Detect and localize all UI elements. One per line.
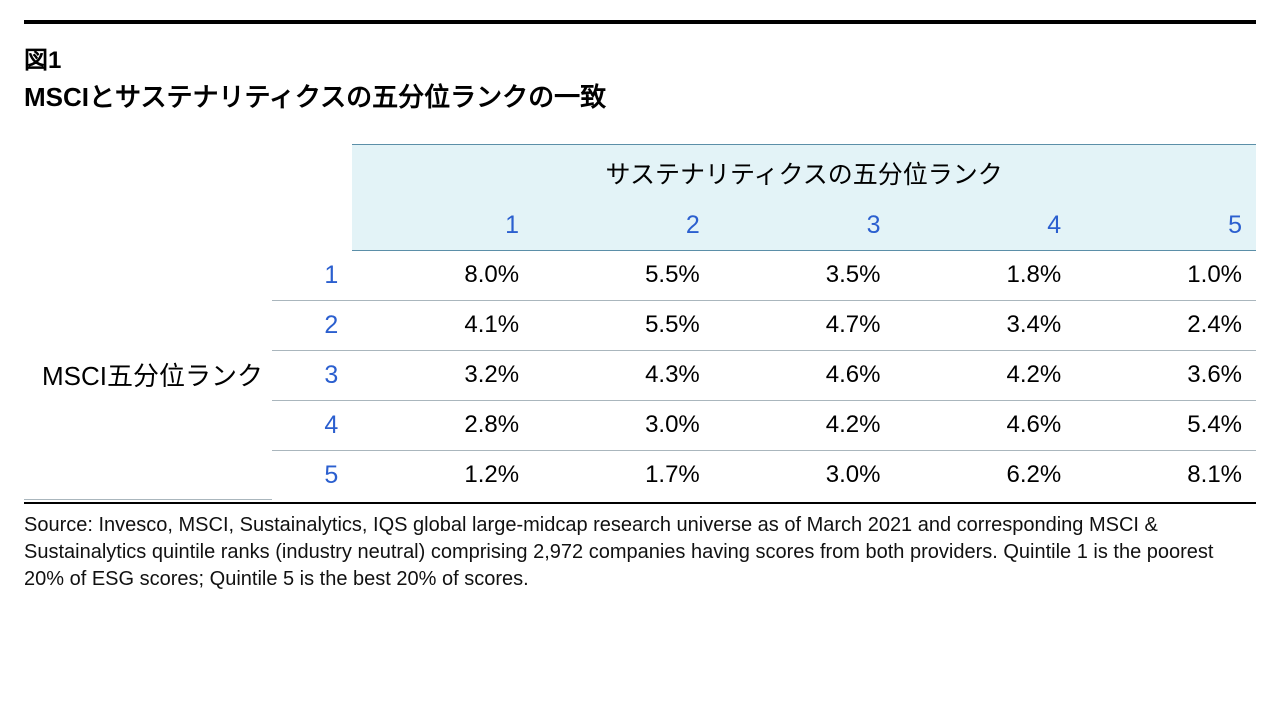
cell-3-4: 4.2% [894,350,1075,400]
cell-2-2: 5.5% [533,300,714,350]
cell-3-1: 3.2% [352,350,533,400]
top-rule [24,20,1256,24]
cell-1-1: 8.0% [352,251,533,301]
cell-4-3: 4.2% [714,400,895,450]
row-group-header: MSCI五分位ランク [24,251,272,500]
cell-5-2: 1.7% [533,450,714,500]
cell-5-4: 6.2% [894,450,1075,500]
figure-label: 図1 [24,40,1256,75]
cell-5-3: 3.0% [714,450,895,500]
col-header-3: 3 [714,201,895,251]
col-group-header: サステナリティクスの五分位ランク [352,145,1256,202]
cell-5-1: 1.2% [352,450,533,500]
row-header-4: 4 [272,400,352,450]
cell-1-2: 5.5% [533,251,714,301]
col-header-2: 2 [533,201,714,251]
figure-title: MSCIとサステナリティクスの五分位ランクの一致 [24,77,1256,114]
cell-1-4: 1.8% [894,251,1075,301]
cell-5-5: 8.1% [1075,450,1256,500]
corner-blank-1 [24,145,272,251]
cell-1-3: 3.5% [714,251,895,301]
cell-2-3: 4.7% [714,300,895,350]
cell-4-2: 3.0% [533,400,714,450]
cell-3-2: 4.3% [533,350,714,400]
cell-3-3: 4.6% [714,350,895,400]
quintile-table: サステナリティクスの五分位ランク 1 2 3 4 5 MSCI五分位ランク 1 … [24,144,1256,500]
col-header-4: 4 [894,201,1075,251]
cell-4-4: 4.6% [894,400,1075,450]
corner-blank-2 [272,145,352,251]
col-header-1: 1 [352,201,533,251]
row-header-1: 1 [272,251,352,301]
cell-2-1: 4.1% [352,300,533,350]
row-header-2: 2 [272,300,352,350]
source-note: Source: Invesco, MSCI, Sustainalytics, I… [24,512,1256,593]
cell-2-5: 2.4% [1075,300,1256,350]
cell-4-1: 2.8% [352,400,533,450]
bottom-rule [24,502,1256,504]
col-header-5: 5 [1075,201,1256,251]
row-header-5: 5 [272,450,352,500]
cell-4-5: 5.4% [1075,400,1256,450]
row-header-3: 3 [272,350,352,400]
cell-3-5: 3.6% [1075,350,1256,400]
cell-1-5: 1.0% [1075,251,1256,301]
cell-2-4: 3.4% [894,300,1075,350]
